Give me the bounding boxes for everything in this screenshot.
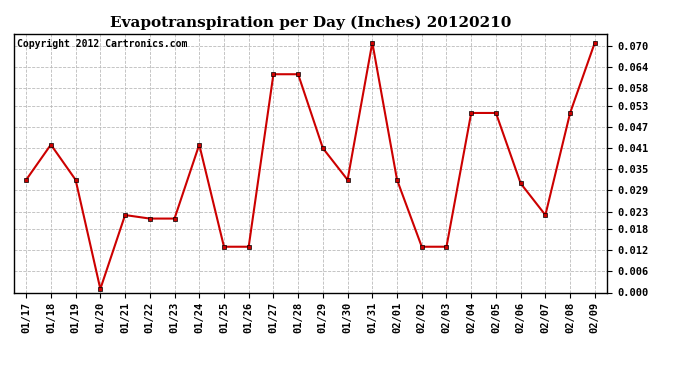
Title: Evapotranspiration per Day (Inches) 20120210: Evapotranspiration per Day (Inches) 2012…: [110, 15, 511, 30]
Text: Copyright 2012 Cartronics.com: Copyright 2012 Cartronics.com: [17, 39, 187, 49]
